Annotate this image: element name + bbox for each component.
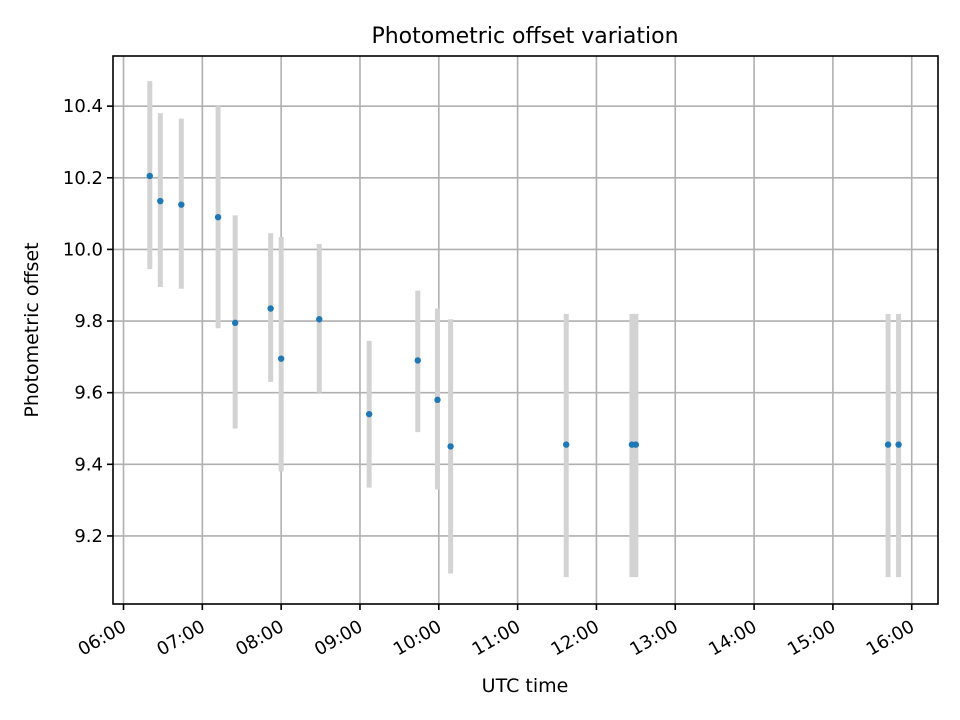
x-tick-label: 13:00 <box>626 616 681 660</box>
x-axis-ticks: 06:00 07:00 08:00 09:00 10:00 11:00 12:00 13:00… <box>75 604 918 660</box>
y-tick-label: 9.8 <box>74 311 103 332</box>
grid-layer <box>113 56 938 604</box>
data-point <box>447 443 454 450</box>
x-axis-label: UTC time <box>482 675 569 697</box>
x-tick-label: 09:00 <box>311 616 366 660</box>
point-layer <box>146 172 902 450</box>
y-axis-label: Photometric offset <box>21 242 43 417</box>
data-point <box>895 441 902 448</box>
data-point <box>178 201 185 208</box>
data-point <box>414 357 421 364</box>
data-point <box>231 319 239 327</box>
x-tick-label: 06:00 <box>75 616 130 660</box>
data-point <box>563 441 570 448</box>
y-tick-label: 10.2 <box>63 168 103 189</box>
x-tick-label: 08:00 <box>232 616 287 660</box>
data-point <box>365 410 373 418</box>
x-tick-label: 14:00 <box>705 616 760 660</box>
y-tick-label: 9.2 <box>74 526 103 547</box>
errorbar-layer <box>147 81 902 578</box>
data-point <box>632 441 640 448</box>
plot-frame <box>112 55 939 605</box>
data-point <box>277 355 285 362</box>
chart-title: Photometric offset variation <box>371 24 678 49</box>
data-point <box>214 213 222 221</box>
data-point <box>267 305 274 312</box>
data-point <box>316 316 323 323</box>
y-tick-label: 9.4 <box>74 454 103 475</box>
x-tick-label: 07:00 <box>153 616 208 660</box>
y-tick-label: 10.0 <box>63 239 103 260</box>
y-tick-label: 10.4 <box>63 96 103 117</box>
x-tick-label: 11:00 <box>469 616 524 660</box>
data-point <box>434 396 441 404</box>
x-tick-label: 15:00 <box>784 616 839 660</box>
y-axis-ticks: 9.2 9.4 9.6 9.8 10.0 10.2 10.4 <box>63 96 113 547</box>
x-tick-label: 10:00 <box>390 616 445 660</box>
data-point <box>157 197 164 205</box>
x-tick-label: 12:00 <box>548 616 603 660</box>
x-tick-label: 16:00 <box>863 616 918 660</box>
data-point <box>884 441 892 448</box>
y-tick-label: 9.6 <box>74 383 103 404</box>
data-point <box>146 172 153 180</box>
